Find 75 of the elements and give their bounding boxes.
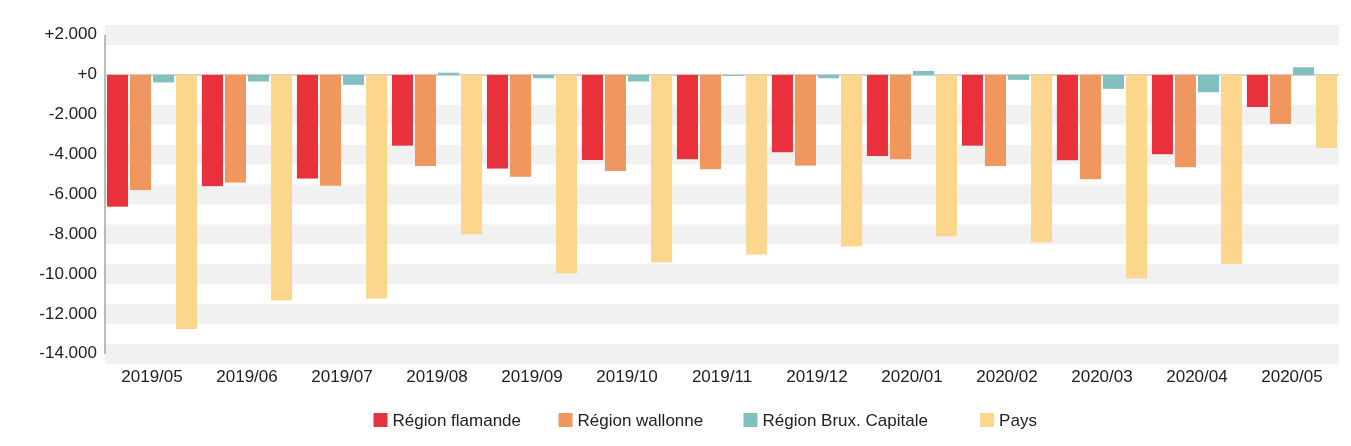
bar (1056, 74, 1078, 161)
bar (604, 74, 626, 171)
bar (319, 74, 342, 186)
x-tick-label: 2020/05 (1261, 367, 1323, 386)
bar (106, 74, 128, 207)
x-tick-label: 2019/09 (501, 367, 563, 386)
bar (1292, 67, 1315, 75)
bar (1031, 74, 1053, 243)
y-tick-label: +0 (77, 64, 97, 84)
y-tick-label: -14.000 (39, 343, 97, 363)
y-tick-label: -4.000 (48, 144, 97, 164)
y-tick-label: -8.000 (48, 223, 97, 243)
bar (794, 74, 816, 166)
bar (224, 74, 247, 183)
y-tick-label: -2.000 (48, 104, 97, 124)
x-tick-label: 2019/08 (406, 367, 468, 386)
legend-label: Région flamande (392, 411, 522, 430)
bar (676, 74, 698, 160)
bar (651, 74, 673, 263)
bar (176, 74, 198, 330)
legend-label: Région wallonne (577, 411, 704, 430)
bar (1174, 74, 1196, 168)
y-tick-label: -6.000 (48, 183, 97, 203)
y-tick-label: -10.000 (39, 263, 97, 283)
bar (296, 74, 318, 179)
bar (271, 74, 293, 301)
bar (1151, 74, 1173, 155)
bar (912, 70, 935, 75)
x-tick-label: 2020/02 (976, 367, 1038, 386)
bar (461, 74, 483, 235)
y-tick-label: +2.000 (44, 24, 97, 44)
bar (1126, 74, 1148, 279)
bar (581, 74, 603, 161)
legend-label: Pays (999, 411, 1037, 430)
bar (1316, 74, 1338, 149)
bar (936, 74, 958, 237)
bar (1079, 74, 1101, 180)
bar (1007, 74, 1030, 80)
bar (343, 74, 365, 85)
bar (438, 72, 460, 75)
bar (1221, 74, 1243, 264)
bar (414, 74, 437, 166)
x-tick-label: 2020/04 (1166, 367, 1228, 386)
x-tick-label: 2019/06 (216, 367, 278, 386)
x-tick-label: 2020/01 (881, 367, 943, 386)
bar (961, 74, 983, 146)
bar (746, 74, 768, 255)
x-tick-label: 2019/11 (691, 367, 753, 386)
bar (1246, 74, 1268, 107)
bar (509, 74, 532, 177)
bar (866, 74, 888, 157)
bar (699, 74, 721, 170)
bar (984, 74, 1006, 166)
x-tick-label: 2019/05 (121, 367, 183, 386)
bar (153, 74, 175, 83)
bar (486, 74, 508, 169)
bar (1269, 74, 1291, 124)
bar (391, 74, 413, 146)
x-tick-label: 2019/12 (786, 367, 848, 386)
bar (556, 74, 578, 274)
x-tick-label: 2019/07 (311, 367, 373, 386)
y-tick-label: -12.000 (39, 303, 97, 323)
bar (771, 74, 793, 153)
legend-label: Région Brux. Capitale (762, 411, 928, 430)
bar (201, 74, 223, 187)
x-tick-label: 2019/10 (596, 367, 658, 386)
bar (889, 74, 911, 160)
bar (1197, 74, 1220, 93)
bar (1102, 74, 1125, 89)
x-tick-label: 2020/03 (1071, 367, 1133, 386)
bar (248, 74, 270, 82)
bar (841, 74, 863, 247)
bar (129, 74, 152, 191)
bar (628, 74, 650, 82)
bar (366, 74, 388, 299)
